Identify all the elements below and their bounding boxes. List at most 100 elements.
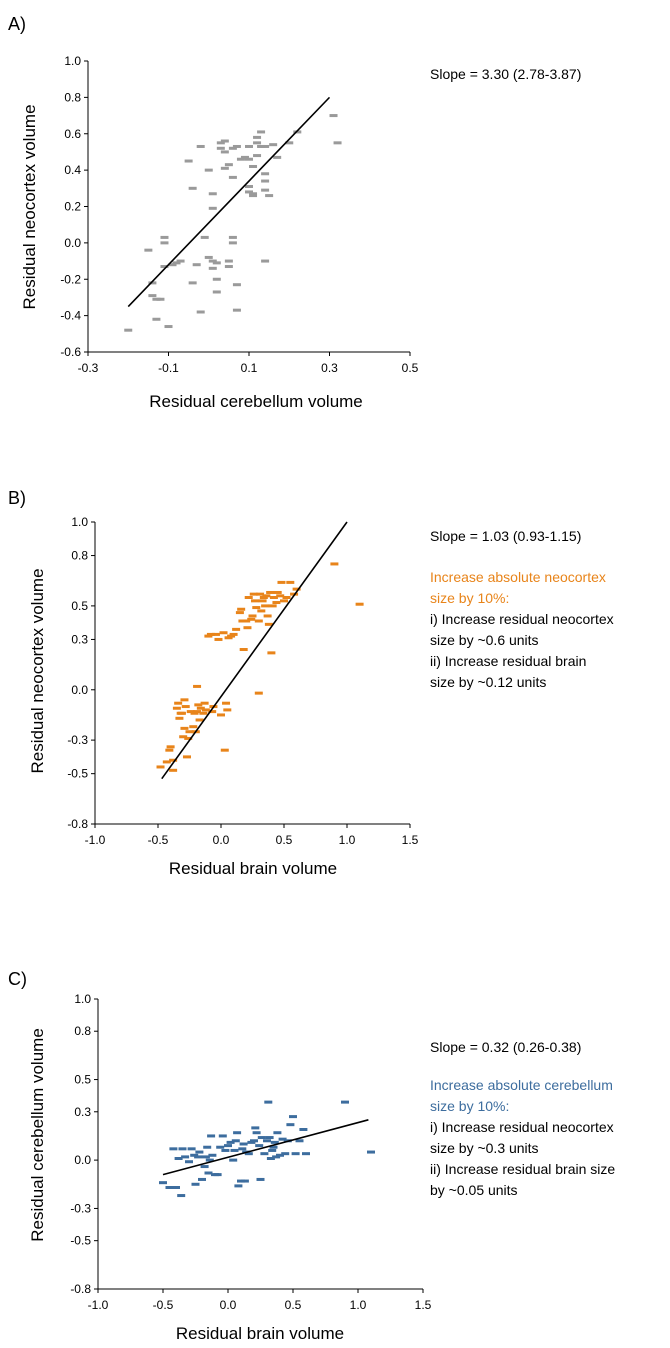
panel-b-y-tick-label: -0.3 [67, 733, 88, 747]
panel-b: B) -0.8 -0.5 -0.3 0.0 0.3 0.5 0.8 1.0 -1.0 -0.5 0.… [8, 488, 614, 878]
panel-a-data-point [152, 317, 161, 321]
panel-b-data-point [273, 590, 282, 594]
panel-c-data-point [244, 1152, 253, 1156]
panel-a-data-point [273, 155, 282, 159]
panel-b-y-tick-label: 0.5 [71, 599, 88, 613]
panel-b-data-point [193, 710, 202, 714]
panel-c-y-tick-label: -0.3 [70, 1201, 91, 1215]
panel-a-data-point [208, 206, 217, 210]
panel-a-data-point [160, 241, 169, 245]
panel-b-data-point [180, 698, 189, 702]
panel-a-data-point [160, 265, 169, 269]
panel-b-data-point [189, 725, 198, 729]
panel-c-x-axis-title: Residual brain volume [176, 1324, 344, 1343]
panel-b-data-point [169, 758, 178, 762]
panel-a-data-point [208, 259, 217, 263]
panel-b-data-point [243, 626, 252, 630]
panel-b-plot: -0.8 -0.5 -0.3 0.0 0.3 0.5 0.8 1.0 -1.0 -0.5 0.0 0.… [67, 515, 418, 847]
panel-c-data-point [302, 1152, 310, 1156]
panel-c-data-point [341, 1100, 349, 1104]
panel-c-x-tick-label: -1.0 [88, 1298, 109, 1312]
panel-c-x-tick-label: -0.5 [153, 1298, 174, 1312]
panel-b-x-tick-label: -0.5 [148, 833, 169, 847]
panel-b-data-point [355, 602, 364, 606]
panel-b-data-point [182, 755, 191, 759]
panel-a-data-point [188, 281, 197, 285]
panel-c-data-point [218, 1134, 227, 1138]
panel-c-data-point [264, 1100, 273, 1104]
panel-b-data-point [249, 592, 258, 596]
panel-a-data-point [253, 141, 262, 145]
panel-c-data-point [257, 1136, 266, 1140]
panel-a-data-point [228, 241, 237, 245]
panel-b-data-point [280, 599, 288, 603]
panel-b-y-tick-label: 0.8 [71, 549, 88, 563]
panel-c-data-point [174, 1157, 183, 1160]
panel-a-data-point [212, 261, 221, 265]
panel-b-data-point [224, 636, 233, 640]
panel-b-data-point [200, 701, 209, 705]
panel-b-data-point [193, 684, 202, 688]
panel-a-data-point [253, 154, 262, 158]
panel-b-data-point [244, 596, 253, 599]
panel-c-x-tick-label: 0.0 [220, 1298, 237, 1312]
panel-c-label: C) [8, 969, 27, 989]
panel-a-data-point [184, 159, 193, 163]
panel-b-data-point [196, 706, 205, 710]
panel-c-y-tick-label: -0.5 [70, 1234, 91, 1248]
panel-c-data-point [195, 1150, 204, 1154]
panel-a-data-point [224, 259, 233, 263]
panel-c-data-point [281, 1152, 290, 1156]
panel-a: A) -0.6-0.4-0.20.00.20.40.60.81.0-0.3 -0.… [8, 14, 581, 411]
panel-c-data-point [187, 1147, 196, 1151]
panel-b-data-point [219, 631, 228, 635]
panel-c-data-point [263, 1139, 271, 1143]
panel-a-data-point [148, 294, 157, 298]
panel-c-data-point [266, 1157, 275, 1160]
panel-c-data-point [247, 1140, 256, 1144]
panel-a-x-tick-label: -0.1 [158, 361, 179, 375]
panel-a-data-point [249, 164, 258, 168]
panel-c-data-point [265, 1136, 274, 1140]
panel-a-data-point [253, 135, 262, 139]
panel-b-data-point [251, 599, 260, 603]
panel-a-data-point [232, 144, 241, 148]
panel-c-data-point [260, 1152, 269, 1156]
panel-a-data-point [265, 194, 274, 198]
panel-a-data-point [204, 168, 213, 172]
panel-c-data-point [233, 1131, 242, 1135]
panel-c-data-point [221, 1148, 230, 1152]
panel-a-data-point [333, 141, 342, 145]
panel-c-data-point [201, 1155, 210, 1159]
panel-b-data-point [227, 634, 236, 638]
panel-a-data-point [216, 146, 225, 150]
panel-c-data-point [204, 1171, 213, 1175]
panel-a-y-tick-label: -0.2 [60, 272, 81, 286]
panel-c-data-point [226, 1140, 235, 1144]
panel-c-data-point [224, 1144, 232, 1148]
panel-a-data-point [257, 144, 266, 148]
panel-c-annotation-slope: Slope = 0.32 (0.26-0.38) [430, 1039, 581, 1055]
panel-b-data-point [235, 611, 244, 615]
panel-b-data-point [266, 590, 275, 594]
panel-c-data-point [230, 1148, 239, 1152]
panel-c-data-point [255, 1144, 264, 1148]
panel-b-annotation-line-4: size by ~0.6 units [430, 632, 539, 648]
panel-c-data-point [207, 1134, 216, 1138]
panel-c-annotation-line-2: size by 10%: [430, 1098, 509, 1114]
panel-c-data-point [165, 1186, 174, 1189]
panel-c-data-point [269, 1145, 278, 1149]
panel-a-data-point [240, 155, 249, 159]
panel-c-data-point [213, 1173, 222, 1177]
panel-c-data-point [200, 1165, 209, 1169]
panel-a-data-point [236, 157, 245, 161]
panel-a-data-point [232, 308, 241, 312]
panel-c-data-point [234, 1184, 243, 1188]
panel-b-annotation-slope: Slope = 1.03 (0.93-1.15) [430, 528, 581, 544]
panel-c-data-point [216, 1145, 225, 1149]
panel-b-data-point [166, 745, 175, 749]
panel-a-data-point [208, 192, 217, 196]
panel-c-data-point [178, 1147, 187, 1151]
panel-a-data-point [245, 184, 253, 188]
panel-b-x-tick-label: 1.0 [339, 833, 356, 847]
